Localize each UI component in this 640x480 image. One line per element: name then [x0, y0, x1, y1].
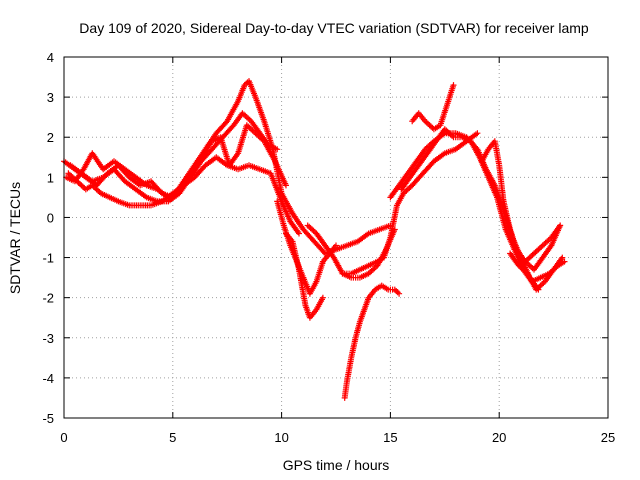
- y-tick-label: -4: [42, 371, 54, 386]
- x-tick-label: 10: [274, 430, 288, 445]
- plus-marker-trace: [398, 126, 568, 285]
- y-tick-label: 3: [47, 90, 54, 105]
- plus-marker-trace: [409, 82, 457, 133]
- plot-frame: [63, 56, 609, 419]
- grid-lines: [64, 57, 608, 418]
- chart-title: Day 109 of 2020, Sidereal Day-to-day VTE…: [79, 20, 589, 36]
- data-series-4: [67, 110, 281, 205]
- y-tick-labels: -5 -4 -3 -2 -1 0 1 2 3 4: [42, 50, 54, 426]
- data-series-15: [522, 222, 564, 265]
- plus-marker-trace: [341, 282, 403, 401]
- y-tick-label: 2: [47, 130, 54, 145]
- y-tick-label: -1: [42, 251, 54, 266]
- x-tick-label: 15: [383, 430, 397, 445]
- y-tick-label: -3: [42, 331, 54, 346]
- x-tick-label: 0: [60, 430, 67, 445]
- plus-marker-trace: [507, 250, 566, 293]
- data-series-9: [339, 130, 481, 277]
- plus-marker-trace: [339, 130, 481, 277]
- y-tick-label: -2: [42, 291, 54, 306]
- data-series-13: [478, 138, 564, 273]
- x-tick-labels: 0 5 10 15 20 25: [60, 430, 615, 445]
- y-tick-label: 0: [47, 210, 54, 225]
- plus-marker-trace: [283, 230, 326, 321]
- plus-marker-trace: [478, 138, 564, 273]
- data-series: [61, 78, 568, 401]
- y-tick-label: -5: [42, 411, 54, 426]
- x-tick-label: 5: [169, 430, 176, 445]
- data-series-11: [398, 126, 568, 285]
- axis-ticks: [63, 56, 609, 419]
- data-series-12: [409, 82, 457, 133]
- y-axis-label: SDTVAR / TECUs: [7, 182, 23, 294]
- x-tick-label: 20: [492, 430, 506, 445]
- plus-marker-trace: [67, 110, 281, 205]
- data-series-8: [341, 282, 403, 401]
- y-tick-label: 1: [47, 170, 54, 185]
- plus-marker-trace: [522, 222, 564, 265]
- x-axis-label: GPS time / hours: [283, 457, 390, 473]
- y-tick-label: 4: [47, 50, 54, 65]
- x-tick-label: 25: [601, 430, 615, 445]
- data-series-14: [507, 250, 566, 293]
- data-series-6: [283, 230, 326, 321]
